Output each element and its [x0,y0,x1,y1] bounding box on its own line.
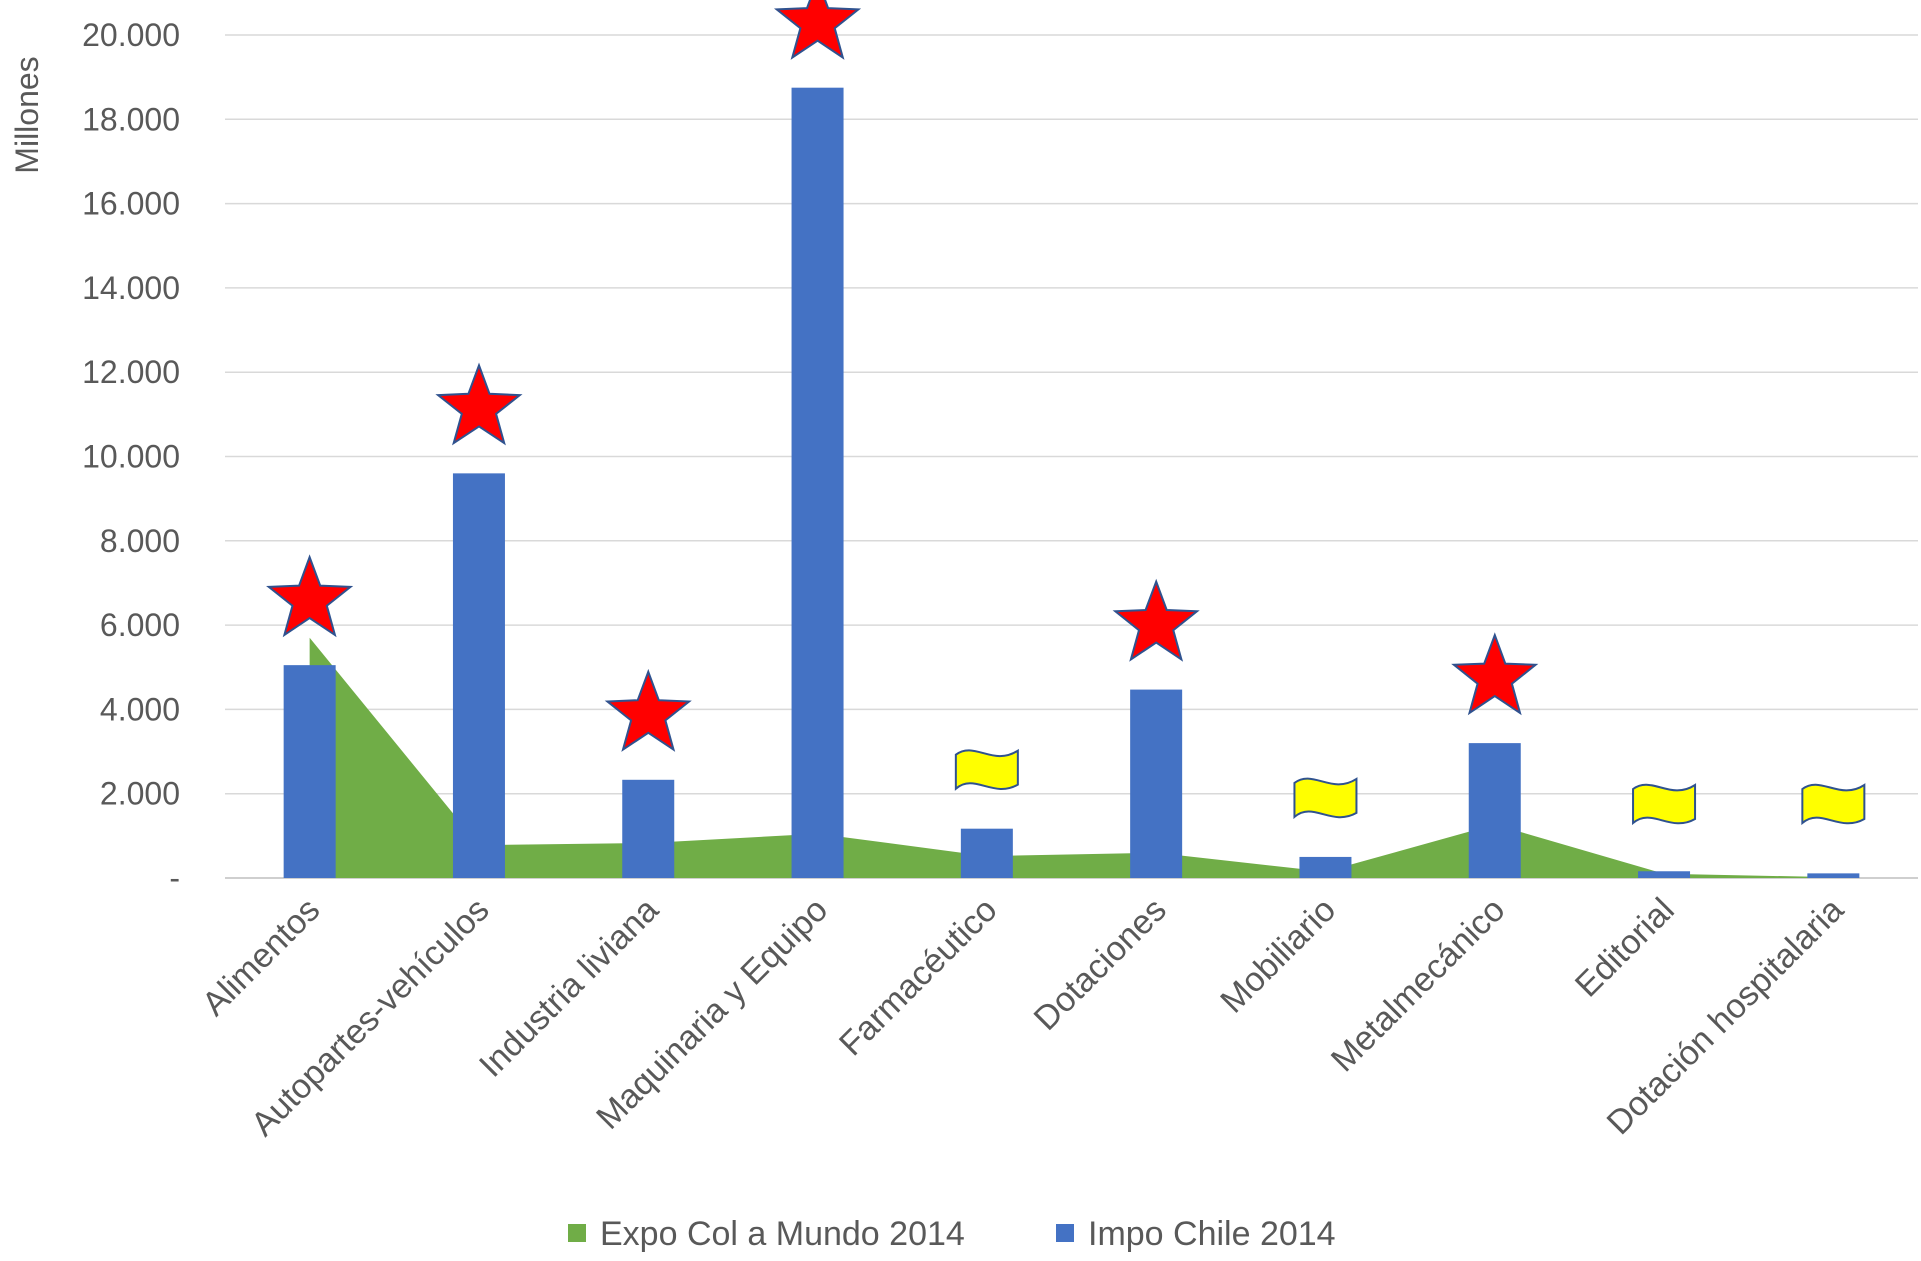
y-tick-label: 6.000 [100,607,180,643]
legend-swatch-impo [1056,1224,1074,1242]
legend-label-impo: Impo Chile 2014 [1088,1215,1336,1253]
flag-icon [1632,783,1697,826]
bar-impo [1638,871,1691,878]
star-icon [435,362,523,446]
star-icon [773,0,862,60]
bar-impo [1130,689,1183,878]
x-category-label: Farmacéutico [832,891,1005,1064]
y-tick-label: 18.000 [82,101,180,137]
area-layer [309,637,1834,878]
bar-impo [622,779,675,878]
legend: Expo Col a Mundo 2014 Impo Chile 2014 [568,1215,1336,1253]
bar-layer [283,87,1860,878]
x-category-label: Editorial [1568,891,1682,1005]
legend-swatch-expo [568,1224,586,1242]
y-tick-label: - [169,860,180,896]
bar-impo [1468,743,1521,878]
bar-impo [452,473,505,878]
x-category-label: Alimentos [195,891,327,1023]
flag-icon [1801,783,1866,826]
x-category-label: Dotaciones [1027,891,1174,1038]
y-axis-title: Millones [9,56,45,173]
area-series-expo [309,637,1834,878]
bar-impo [960,828,1013,878]
y-tick-label: 12.000 [82,354,180,390]
y-tick-label: 14.000 [82,270,180,306]
y-tick-label: 2.000 [100,776,180,812]
y-axis-ticks: - 2.000 4.000 6.000 8.000 10.000 12.000 14.000 1… [82,17,180,896]
x-category-label: Metalmecánico [1324,891,1513,1080]
y-tick-label: 16.000 [82,186,180,222]
y-tick-label: 8.000 [100,523,180,559]
legend-label-expo: Expo Col a Mundo 2014 [600,1215,965,1253]
marker-layer [266,0,1866,826]
bar-impo [1299,856,1352,878]
x-category-label: Industria liviana [472,891,666,1085]
x-category-label: Mobiliario [1213,891,1343,1021]
bar-impo [791,87,844,878]
star-icon [1451,632,1539,716]
grid-layer [225,34,1918,879]
bar-impo [1807,873,1860,878]
star-icon [604,668,692,752]
y-tick-label: 20.000 [82,17,180,53]
bar-impo [283,665,336,878]
y-tick-label: 4.000 [100,691,180,727]
star-icon [1112,578,1200,662]
flag-icon [954,748,1019,791]
flag-icon [1293,777,1358,820]
star-icon [266,554,354,638]
y-tick-label: 10.000 [82,439,180,475]
